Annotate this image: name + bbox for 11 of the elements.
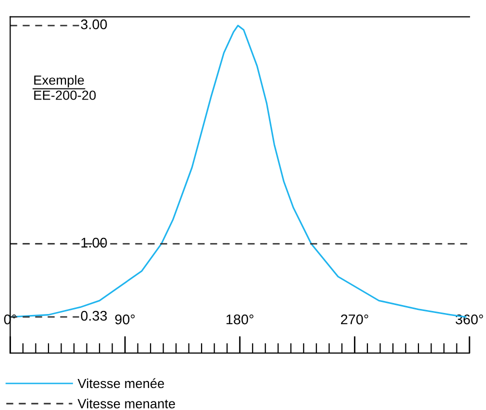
annotation: EE-200-20 <box>34 90 96 100</box>
y-tick-label: 1.00 <box>81 238 107 248</box>
x-tick-label: 180° <box>226 314 254 324</box>
legend-label: Vitesse menante <box>78 398 176 408</box>
annotation: Exemple <box>34 75 84 88</box>
legend-label: Vitesse menée <box>78 378 164 388</box>
y-tick-label: 3.00 <box>80 19 107 30</box>
x-tick-label: 270° <box>340 314 368 324</box>
x-tick-label: 90° <box>115 314 135 324</box>
x-tick-label: 360° <box>456 314 484 324</box>
y-tick-label: 0.33 <box>80 310 107 321</box>
